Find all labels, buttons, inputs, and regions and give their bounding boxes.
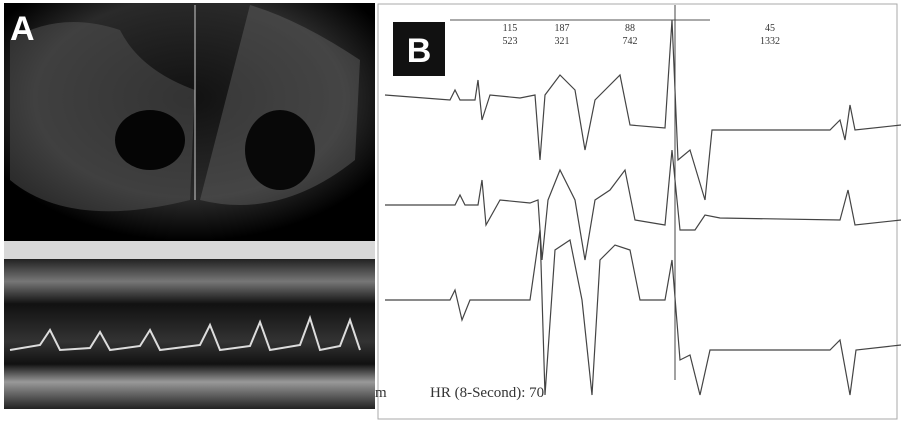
echo-chamber [245, 110, 315, 190]
interval-top: 187 [555, 23, 570, 34]
figure: A B 115 523 187 321 88 742 45 1332 m HR (8-Seco… [0, 0, 901, 423]
panel-label: A [10, 10, 35, 48]
interval-bottom: 321 [555, 36, 570, 47]
ecg-panel [378, 4, 897, 419]
footer-fragment: m [375, 385, 387, 401]
echo-chamber [115, 110, 185, 170]
panel-label: B [407, 32, 432, 70]
separator [4, 241, 375, 259]
interval-bottom: 1332 [760, 36, 780, 47]
interval-top: 115 [503, 23, 518, 34]
heart-rate: HR (8-Second): 70 [430, 385, 544, 401]
m-mode-image [4, 259, 375, 409]
interval-top: 88 [625, 23, 635, 34]
page: A B 115 523 187 321 88 742 45 1332 m HR (8-Seco… [0, 0, 901, 423]
interval-bottom: 742 [623, 36, 638, 47]
interval-bottom: 523 [503, 36, 518, 47]
interval-top: 45 [765, 23, 775, 34]
